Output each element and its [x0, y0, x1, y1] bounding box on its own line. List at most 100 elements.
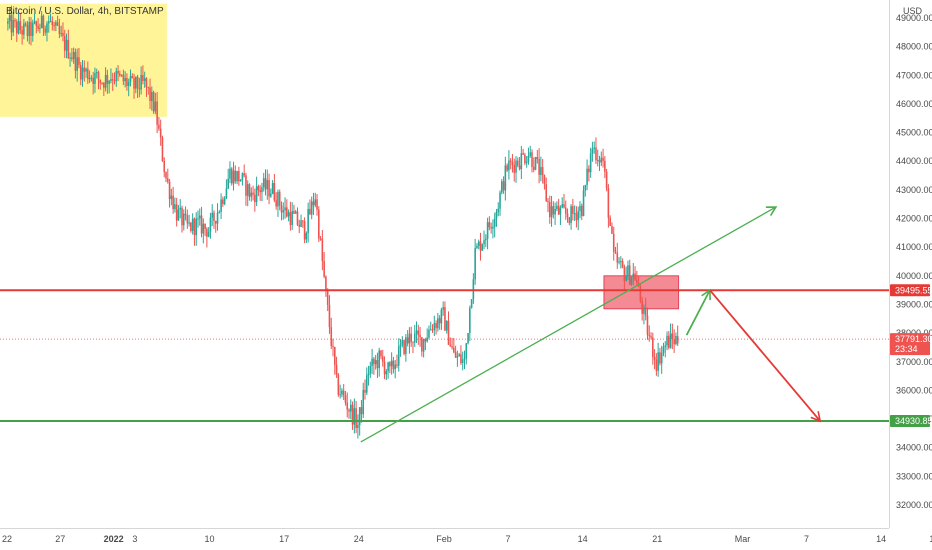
candle: [557, 198, 560, 215]
candle: [639, 283, 642, 304]
candle: [396, 354, 398, 369]
candle: [556, 201, 558, 212]
last-price-tag-label: 37791.30: [895, 334, 932, 344]
candle: [508, 150, 510, 180]
support-price-tag-label: 34930.85: [895, 416, 932, 426]
price-tick-label: 34000.00: [896, 443, 932, 453]
candle: [284, 197, 286, 219]
candle: [451, 337, 453, 350]
candle: [216, 203, 219, 231]
candle: [564, 200, 567, 220]
projection-down-leg[interactable]: [709, 289, 821, 422]
candle: [332, 338, 334, 357]
candle: [117, 65, 119, 82]
projection-up-leg[interactable]: [685, 289, 711, 336]
candle: [673, 329, 675, 354]
candle: [46, 21, 48, 42]
candle: [374, 354, 377, 370]
candle: [230, 167, 233, 186]
candle: [108, 79, 110, 94]
candle: [214, 220, 217, 233]
candle: [252, 185, 254, 201]
candle: [140, 66, 142, 95]
candle: [547, 198, 549, 213]
candle: [620, 256, 622, 269]
candle: [181, 205, 183, 233]
candle: [92, 71, 94, 95]
candle: [602, 148, 604, 168]
candlestick-series: [7, 5, 679, 439]
candle: [138, 77, 141, 98]
candle: [341, 388, 343, 398]
candle: [486, 217, 489, 250]
candle: [367, 365, 370, 386]
candle: [532, 157, 535, 173]
candle: [415, 321, 418, 344]
candle: [321, 230, 324, 271]
candle: [659, 347, 661, 366]
candle: [129, 69, 132, 87]
candle: [431, 324, 434, 333]
candle: [389, 361, 391, 374]
resistance-price-tag-label: 39495.55: [895, 285, 932, 295]
price-tick-label: 46000.00: [896, 99, 932, 109]
candle: [344, 390, 347, 406]
candle: [136, 74, 139, 99]
candle: [305, 231, 308, 244]
candle: [371, 348, 373, 374]
candle: [588, 165, 590, 182]
candle: [55, 20, 57, 32]
supply-zone-box[interactable]: [603, 275, 680, 310]
candle: [454, 345, 457, 358]
candle: [76, 48, 78, 82]
candle: [548, 195, 551, 224]
candle: [236, 170, 238, 185]
candle: [234, 165, 237, 184]
time-tick-label: 3: [132, 534, 137, 544]
candle: [501, 179, 503, 195]
candle: [604, 156, 606, 179]
candle: [485, 234, 487, 248]
candle: [31, 19, 34, 42]
candle: [406, 330, 409, 347]
candle: [463, 350, 466, 370]
candle: [12, 11, 15, 37]
price-tick-label: 49000.00: [896, 13, 932, 23]
candle: [206, 227, 208, 248]
candle: [19, 13, 22, 35]
highlight-zone-box[interactable]: [0, 3, 167, 117]
candle: [35, 20, 38, 34]
candle: [72, 47, 75, 64]
candle: [419, 326, 421, 347]
candle: [106, 69, 109, 94]
candle: [561, 197, 564, 209]
candle: [133, 73, 135, 99]
candle: [156, 92, 158, 134]
candle: [145, 77, 148, 97]
candle: [387, 361, 389, 379]
trendline[interactable]: [360, 206, 777, 443]
candle: [577, 206, 579, 231]
candle: [392, 356, 395, 374]
candle: [126, 73, 128, 91]
candle: [104, 67, 107, 92]
candle: [348, 408, 350, 419]
candle: [596, 149, 599, 167]
candle: [259, 185, 261, 201]
candle: [225, 179, 228, 200]
candle: [7, 18, 9, 31]
candle: [94, 67, 96, 93]
candle: [62, 22, 64, 42]
candle: [131, 73, 134, 79]
candle: [255, 176, 258, 207]
candle: [204, 223, 206, 237]
candle: [373, 356, 375, 375]
candle: [477, 239, 480, 250]
candle: [634, 266, 636, 282]
candle: [85, 67, 87, 78]
candle: [593, 141, 595, 154]
candle: [534, 156, 537, 171]
time-axis[interactable]: 22 27 2022 3 10 17 24 Feb 7 14 21 Mar 7 14 19: [2, 534, 932, 544]
candle: [270, 188, 272, 198]
